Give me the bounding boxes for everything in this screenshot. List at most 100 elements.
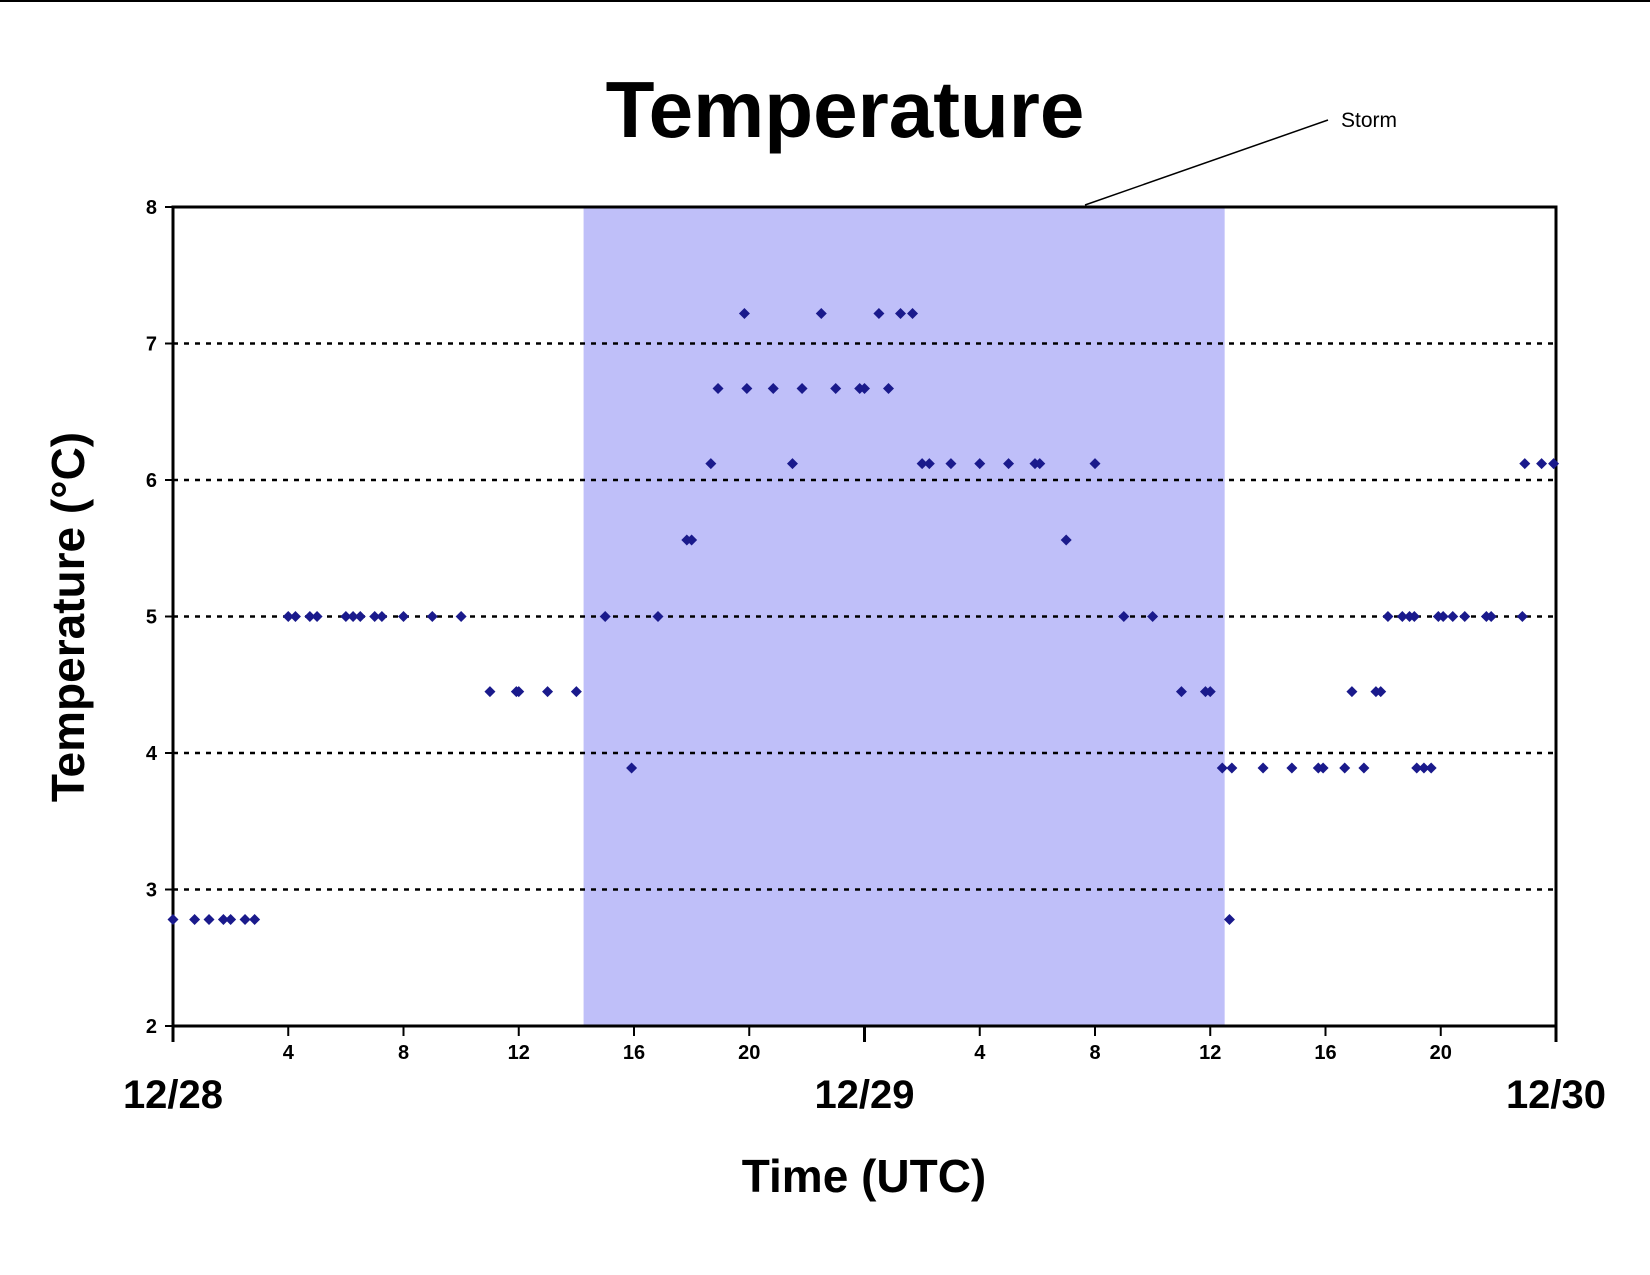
data-point [923,458,935,470]
data-point [599,611,611,622]
x-tick-label: 16 [623,1042,645,1064]
y-tick-label: 6 [146,470,157,492]
data-point [815,307,827,319]
data-point [1226,762,1238,774]
data-point [1147,611,1159,622]
data-point [883,383,895,395]
x-tick-label: 8 [1089,1042,1100,1064]
data-point [398,611,409,622]
data-point [1408,611,1420,622]
data-point [354,611,366,622]
x-tick-label: 4 [974,1042,986,1064]
data-point [249,914,261,926]
data-point [426,611,438,622]
data-point [542,686,554,698]
data-point [1485,611,1497,622]
data-point [741,383,753,395]
data-point [311,611,323,622]
data-point [1411,762,1423,774]
date-label: 12/29 [814,1073,914,1117]
data-point [304,611,316,622]
date-label: 12/28 [123,1073,223,1117]
data-point [484,686,496,698]
date-label: 12/30 [1506,1073,1606,1117]
data-point [1034,458,1046,470]
y-tick-label: 3 [146,880,157,902]
x-tick-label: 8 [398,1042,409,1064]
data-point [830,383,842,395]
data-point [289,611,301,622]
data-point [376,611,388,622]
data-point [189,914,201,926]
y-tick-label: 4 [146,743,158,765]
y-tick-label: 2 [146,1016,157,1038]
data-point [974,458,986,470]
data-point [945,458,957,470]
y-tick-label: 5 [146,607,157,629]
data-point [455,611,467,622]
x-tick-label: 12 [508,1042,530,1064]
data-point [1447,611,1459,622]
data-point [1286,762,1298,774]
x-tick-label: 20 [1430,1042,1452,1064]
y-axis-ticks: 2 3 4 5 6 7 8 [146,197,173,1038]
data-point [340,611,352,622]
data-point [1175,686,1187,698]
data-point [225,914,237,926]
data-point [282,611,294,622]
x-tick-label: 20 [738,1042,760,1064]
data-point [873,307,885,319]
data-point [712,383,724,395]
data-point [1204,686,1216,698]
data-point [626,762,638,774]
data-point [1257,762,1269,774]
data-point [1519,458,1531,470]
data-point [1089,458,1101,470]
x-axis-label: Time (UTC) [742,1150,987,1202]
data-point [217,914,229,926]
data-point [1382,611,1394,622]
data-point [1346,686,1358,698]
data-point [347,611,359,622]
storm-annotation-label: Storm [1341,109,1397,132]
data-point [1003,458,1015,470]
data-point [796,383,808,395]
data-point [895,307,907,319]
data-point [686,534,698,546]
chart-title: Temperature [606,65,1085,154]
data-point [1118,611,1130,622]
data-point [1536,458,1548,470]
data-point [767,383,779,395]
data-point [907,307,919,319]
data-point [916,458,928,470]
x-axis-ticks: 4 8 12 16 20 4 8 12 16 20 [171,1026,1558,1064]
data-point [203,914,215,926]
x-tick-label: 12 [1199,1042,1221,1064]
data-point [1516,611,1528,622]
data-point [1339,762,1351,774]
data-point [1358,762,1370,774]
date-labels: 12/28 12/29 12/30 [123,1073,1606,1117]
data-point [239,914,251,926]
data-point [1459,611,1471,622]
y-axis-label: Temperature (°C) [42,432,94,802]
x-tick-label: 16 [1314,1042,1336,1064]
data-point [1396,611,1408,622]
data-point [786,458,798,470]
data-point [1375,686,1387,698]
y-tick-label: 7 [146,334,157,356]
data-point [369,611,381,622]
data-point [1216,762,1228,774]
data-point [1317,762,1329,774]
data-point [738,307,750,319]
x-tick-label: 4 [283,1042,295,1064]
data-points [167,307,1560,926]
data-point [1060,534,1072,546]
data-point [1437,611,1449,622]
storm-annotation-line [1084,119,1329,206]
data-point [570,686,582,698]
data-point [705,458,717,470]
data-point [167,914,179,926]
y-tick-label: 8 [146,197,157,219]
